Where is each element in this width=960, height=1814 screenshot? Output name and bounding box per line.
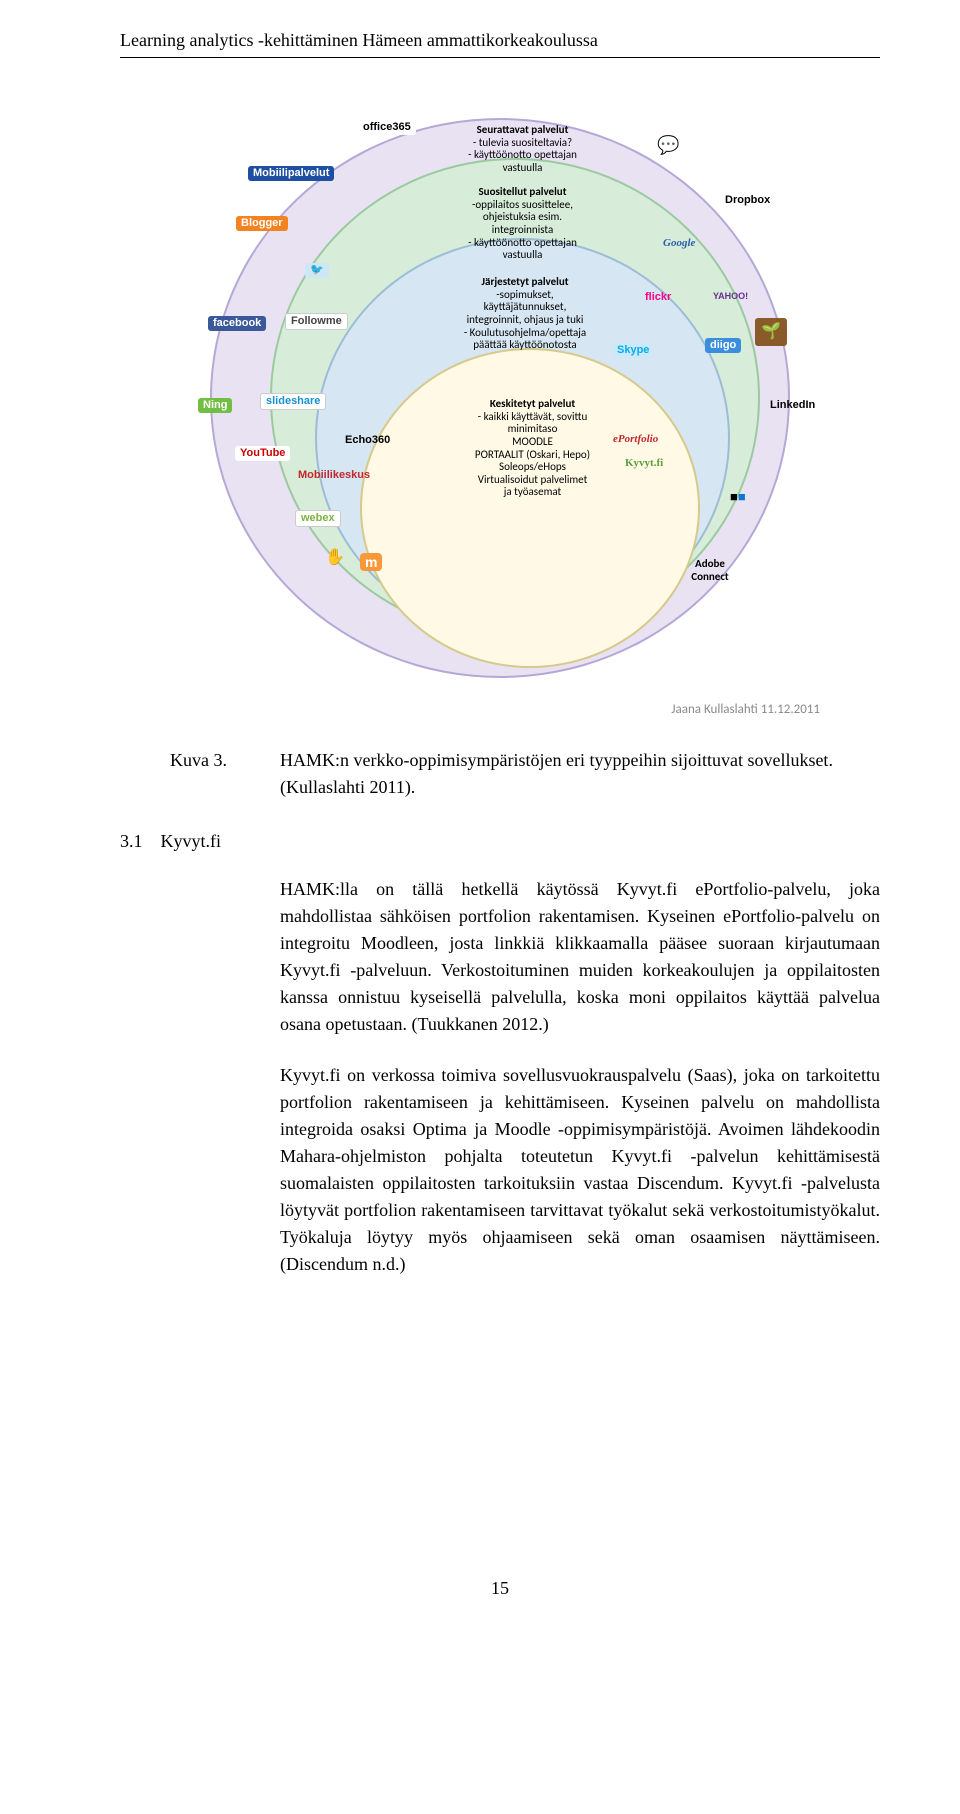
- label-ring1: Seurattavat palvelut - tulevia suositelt…: [435, 124, 610, 175]
- moodle-icon: m: [360, 553, 382, 571]
- plant-icon: 🌱: [755, 318, 787, 346]
- section-number: 3.1: [120, 831, 143, 851]
- logo-google: Google: [658, 236, 700, 251]
- logo-adobeconnect: Adobe Connect: [685, 558, 735, 583]
- logo-mobiilipalvelut: Mobiilipalvelut: [248, 166, 334, 181]
- label-ring4: Keskitetyt palvelut - kaikki käyttävät, …: [455, 398, 610, 499]
- concentric-diagram: Seurattavat palvelut - tulevia suositelt…: [180, 98, 820, 698]
- logo-twitter: 🐦: [305, 263, 329, 278]
- figure: Seurattavat palvelut - tulevia suositelt…: [180, 98, 820, 717]
- caption-text: HAMK:n verkko-oppimisympäristöjen eri ty…: [280, 747, 880, 801]
- logo-yahoo: YAHOO!: [708, 290, 753, 303]
- logo-webex: webex: [295, 510, 341, 527]
- logo-office365: office365: [358, 120, 416, 135]
- label-ring2: Suositellut palvelut -oppilaitos suositt…: [435, 186, 610, 262]
- page-number: 15: [120, 1578, 880, 1599]
- paragraph-2: Kyvyt.fi on verkossa toimiva sovellusvuo…: [280, 1062, 880, 1278]
- logo-ning: Ning: [198, 398, 232, 413]
- paragraph-1: HAMK:lla on tällä hetkellä käytössä Kyvy…: [280, 876, 880, 1038]
- section-heading: 3.1 Kyvyt.fi: [120, 831, 880, 852]
- logo-skype: Skype: [612, 343, 654, 358]
- logo-flickr: flickr: [640, 290, 676, 305]
- label-ring3: Järjestetyt palvelut -sopimukset, käyttä…: [445, 276, 605, 352]
- ring-keskitetyt: [360, 348, 700, 668]
- running-header: Learning analytics -kehittäminen Hämeen …: [120, 30, 880, 58]
- logo-diigo: diigo: [705, 338, 741, 353]
- logo-kyvytfi: Kyvyt.fi: [620, 456, 668, 471]
- section-title: Kyvyt.fi: [161, 831, 222, 851]
- logo-facebook: facebook: [208, 316, 266, 331]
- caption-label: Kuva 3.: [170, 747, 280, 801]
- logo-slideshare: slideshare: [260, 393, 326, 410]
- logo-followme: Followme: [285, 313, 348, 330]
- logo-blogger: Blogger: [236, 216, 288, 231]
- hand-icon: ✋: [320, 548, 350, 568]
- logo-delicious: ■■: [725, 488, 751, 505]
- logo-echo360: Echo360: [340, 433, 395, 448]
- chat-icon: 💬: [652, 134, 684, 156]
- body-text: HAMK:lla on tällä hetkellä käytössä Kyvy…: [280, 876, 880, 1278]
- logo-youtube: YouTube: [235, 446, 290, 461]
- logo-dropbox: Dropbox: [720, 193, 775, 208]
- logo-linkedin: LinkedIn: [765, 398, 820, 413]
- logo-eportfolio: ePortfolio: [608, 432, 663, 447]
- figure-credit: Jaana Kullaslahti 11.12.2011: [180, 702, 820, 717]
- logo-mobiilikeskus: Mobiilikeskus: [293, 468, 375, 483]
- figure-caption: Kuva 3. HAMK:n verkko-oppimisympäristöje…: [170, 747, 880, 801]
